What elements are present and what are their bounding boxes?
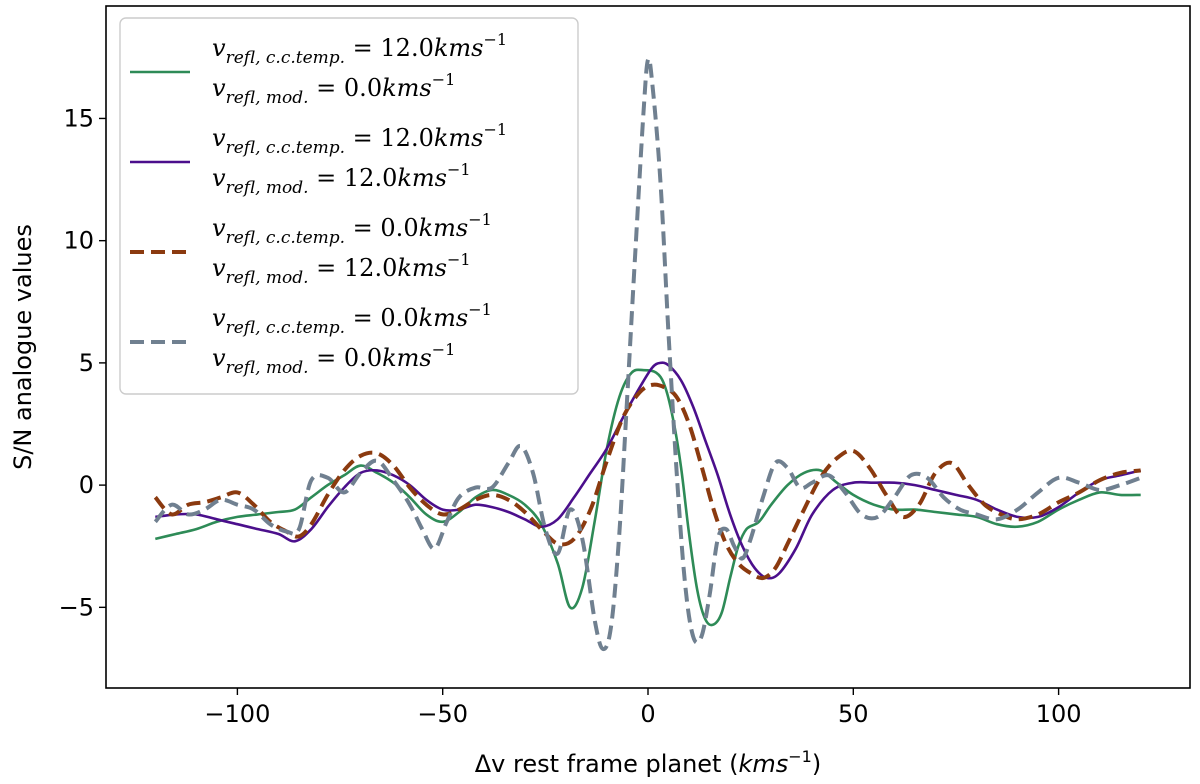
legend-frame (119, 17, 579, 395)
series-line-4 (153, 56, 1142, 652)
y-axis-ticks: −5 0 5 10 15 (59, 104, 106, 621)
x-tick-label: −50 (417, 700, 468, 728)
series-line-2 (155, 361, 1142, 580)
legend-label-1-line1: vrefl, c.c.temp. = 12.0kms−1 (212, 30, 507, 68)
x-tick-label: 50 (838, 700, 869, 728)
legend-label-4-line1: vrefl, c.c.temp. = 0.0kms−1 (212, 300, 492, 338)
legend-label-4-line2: vrefl, mod. = 0.0kms−1 (212, 340, 455, 378)
y-axis-label: S/N analogue values (9, 224, 37, 470)
legend-label-2-line2: vrefl, mod. = 12.0kms−1 (212, 160, 471, 198)
series-line-1 (155, 368, 1141, 627)
y-tick-label: 15 (63, 104, 94, 132)
x-tick-label: −100 (204, 700, 270, 728)
y-tick-label: 0 (79, 471, 94, 499)
y-tick-label: 5 (79, 349, 94, 377)
y-tick-label: −5 (59, 593, 94, 621)
x-axis-label: Δv rest frame planet (kms−1) (475, 747, 821, 778)
series-line-3 (153, 382, 1141, 581)
y-tick-label: 10 (63, 227, 94, 255)
x-tick-label: 100 (1036, 700, 1082, 728)
x-tick-label: 0 (640, 700, 655, 728)
legend-label-3-line2: vrefl, mod. = 12.0kms−1 (212, 250, 471, 288)
legend-label-3-line1: vrefl, c.c.temp. = 0.0kms−1 (212, 210, 492, 248)
x-axis-ticks: −100 −50 0 50 100 (204, 688, 1082, 728)
legend-label-1-line2: vrefl, mod. = 0.0kms−1 (212, 70, 455, 108)
legend-label-2-line1: vrefl, c.c.temp. = 12.0kms−1 (212, 120, 507, 158)
series-layer (153, 56, 1142, 652)
